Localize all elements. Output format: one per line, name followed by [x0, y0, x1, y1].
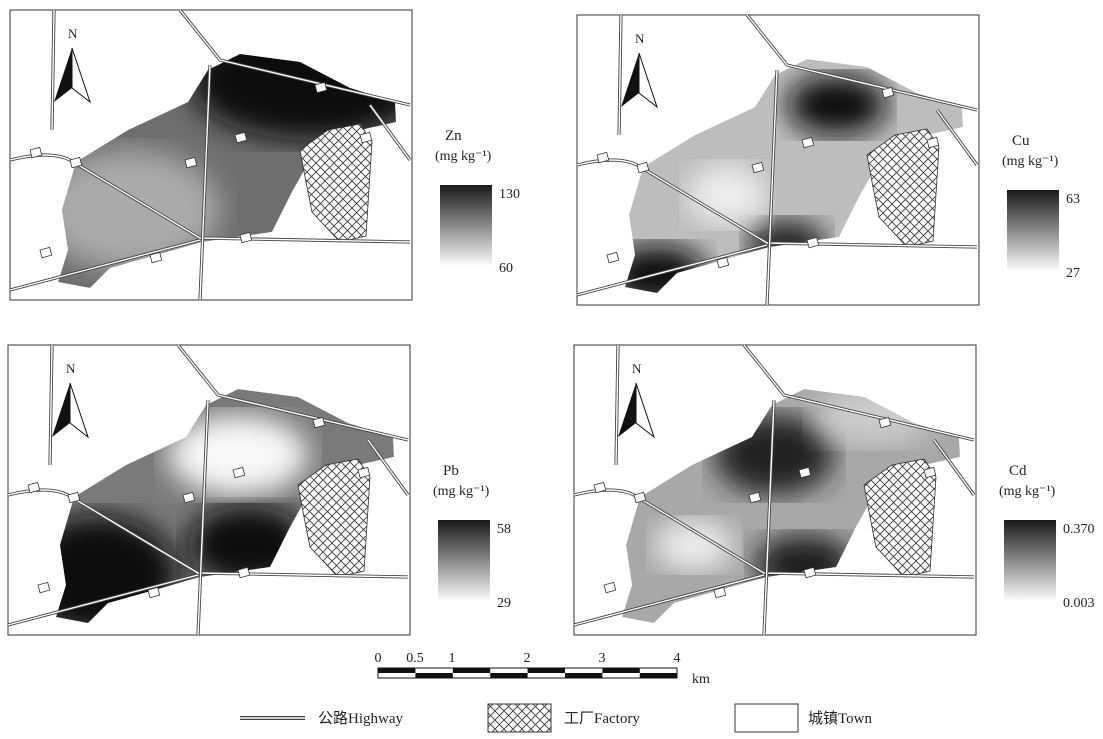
- legend-min: 60: [499, 261, 513, 276]
- unit-label: (mg kg⁻¹): [435, 149, 492, 164]
- scale-segment: [490, 673, 527, 678]
- legend-max: 58: [497, 522, 511, 537]
- unit-label: (mg kg⁻¹): [433, 484, 490, 499]
- scale-label: 2: [524, 651, 531, 666]
- unit-label: (mg kg⁻¹): [1002, 154, 1059, 169]
- north-label: N: [632, 361, 642, 376]
- element-label: Zn: [445, 128, 462, 144]
- legend-label: 城镇Town: [808, 710, 872, 727]
- scale-segment: [602, 668, 639, 673]
- scale-label: 1: [449, 651, 456, 666]
- color-bar: [438, 520, 490, 600]
- legend-label: 工厂Factory: [564, 711, 640, 727]
- scale-segment: [415, 673, 452, 678]
- unit-label: (mg kg⁻¹): [999, 484, 1056, 499]
- raster-spot: [654, 520, 734, 570]
- scale-label: 0: [375, 651, 382, 666]
- element-label: Cd: [1009, 463, 1027, 479]
- scale-segment: [378, 668, 415, 673]
- legend-max: 63: [1066, 192, 1080, 207]
- map-panel: N: [577, 15, 979, 305]
- figure: NZn(mg kg⁻¹)13060NCu(mg kg⁻¹)6327NPb(mg …: [0, 0, 1103, 734]
- legend-max: 0.370: [1063, 522, 1095, 537]
- map-panel: N: [8, 345, 410, 635]
- color-bar: [440, 185, 492, 265]
- scale-segment: [565, 673, 602, 678]
- scale-segment: [640, 673, 677, 678]
- scale-unit: km: [692, 672, 710, 687]
- element-label: Pb: [443, 463, 459, 479]
- raster-spot: [687, 165, 767, 225]
- color-bar: [1007, 190, 1059, 270]
- map-panel: N: [10, 10, 430, 300]
- legend-min: 0.003: [1063, 596, 1095, 611]
- scale-segment: [528, 668, 565, 673]
- scale-label: 0.5: [406, 651, 424, 666]
- north-label: N: [635, 31, 645, 46]
- legend-min: 27: [1066, 266, 1080, 281]
- scale-segment: [453, 668, 490, 673]
- scale-label: 3: [599, 651, 606, 666]
- color-bar: [1004, 520, 1056, 600]
- legend-max: 130: [499, 187, 520, 202]
- legend-label: 公路Highway: [318, 710, 403, 727]
- legend-town: [735, 704, 798, 732]
- map-panel: N: [574, 345, 976, 635]
- scale-label: 4: [674, 651, 681, 666]
- north-label: N: [66, 361, 76, 376]
- legend-factory: [488, 704, 551, 732]
- element-label: Cu: [1012, 133, 1030, 149]
- legend-min: 29: [497, 596, 511, 611]
- north-label: N: [68, 26, 78, 41]
